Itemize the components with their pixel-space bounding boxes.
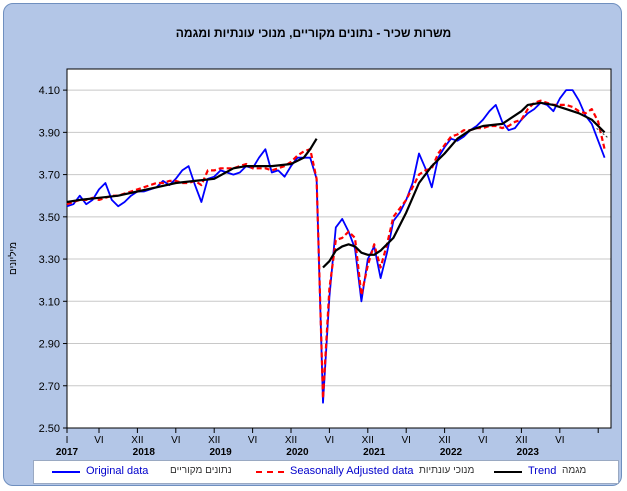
- x-tick-label: VI: [401, 435, 410, 446]
- x-tick-label: VI: [325, 435, 334, 446]
- x-tick-label: XII: [208, 435, 220, 446]
- x-tick-label: XII: [438, 435, 450, 446]
- x-year-label: 2022: [440, 447, 463, 458]
- x-tick-label: XII: [362, 435, 374, 446]
- x-year-label: 2019: [209, 447, 232, 458]
- y-axis: 2.50 2.70 2.90 3.10 3.30 3.50 3.70 3.90 4.10: [39, 85, 67, 435]
- trend-tail-marker: [596, 127, 609, 139]
- legend-label-sa-he: מנוכי עונתיות: [419, 465, 475, 476]
- legend-swatch-original: [52, 471, 80, 473]
- y-tick-label: 3.90: [39, 127, 60, 139]
- x-tick-label: XII: [515, 435, 527, 446]
- series-line-sa: [66, 99, 606, 400]
- legend-swatch-trend: [494, 471, 522, 473]
- y-tick-label: 2.50: [39, 423, 60, 435]
- series-lines: [66, 89, 609, 404]
- chart-title: משרות שכיר - נתונים מקוריים, מנוכי עונתי…: [175, 26, 452, 40]
- x-axis: I VI XII VI XII VI XII VI XII VI XII VI XII VI 2017 201…: [56, 428, 599, 458]
- y-tick-label: 3.70: [39, 170, 60, 182]
- x-tick-label: VI: [248, 435, 257, 446]
- y-axis-label: מיליונים: [7, 242, 19, 275]
- x-year-label: 2021: [363, 447, 386, 458]
- grid: [67, 69, 611, 428]
- x-tick-label: VI: [478, 435, 487, 446]
- x-tick-label: XII: [285, 435, 297, 446]
- legend-label-original-en: Original data: [86, 465, 149, 477]
- x-year-label: 2017: [56, 447, 79, 458]
- x-year-label: 2023: [517, 447, 540, 458]
- y-tick-label: 3.30: [39, 254, 60, 266]
- legend: Original data נתונים מקוריים Seasonally …: [33, 460, 619, 484]
- x-tick-label: I: [66, 435, 69, 446]
- series-line-trend: [66, 138, 318, 204]
- legend-label-trend-en: Trend: [528, 465, 557, 477]
- x-tick-label: VI: [555, 435, 564, 446]
- plot-area: [66, 68, 612, 429]
- legend-swatch-sa: [256, 471, 284, 473]
- legend-label-original-he: נתונים מקוריים: [170, 465, 232, 476]
- y-tick-label: 4.10: [39, 85, 60, 97]
- legend-label-sa-en: Seasonally Adjusted data: [290, 465, 414, 477]
- y-tick-label: 2.70: [39, 381, 60, 393]
- x-year-label: 2018: [133, 447, 156, 458]
- y-tick-label: 2.90: [39, 339, 60, 351]
- y-tick-label: 3.10: [39, 296, 60, 308]
- x-year-label: 2020: [286, 447, 309, 458]
- legend-label-trend-he: מגמה: [562, 465, 587, 476]
- x-tick-label: VI: [94, 435, 103, 446]
- x-tick-label: VI: [171, 435, 180, 446]
- series-line-trend: [322, 101, 606, 269]
- x-tick-label: XII: [131, 435, 143, 446]
- y-tick-label: 3.50: [39, 212, 60, 224]
